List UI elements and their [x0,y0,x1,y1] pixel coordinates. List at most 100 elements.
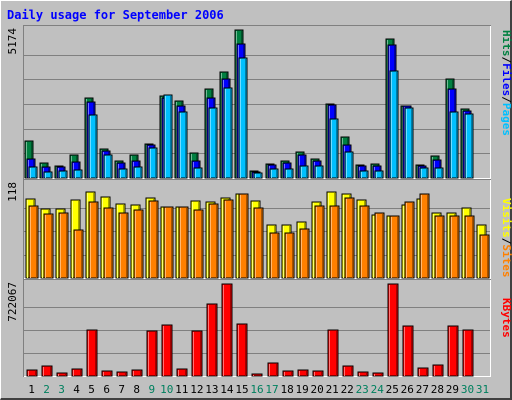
sites-bar [58,212,69,279]
sites-bar [374,212,385,279]
x-tick-label: 5 [88,383,95,396]
sites-bar [359,205,370,279]
x-axis-labels: 1 2 3 4 5 6 7 8 9 10 11 12 13 14 15 16 17 18 19 20 21 22 23 24 2… [28,383,489,396]
panel-middle: 118 Visits/Sites [6,179,512,279]
sites-bar [73,229,84,279]
kbytes-bar [56,372,68,377]
x-tick-label: 9 [148,383,155,396]
sites-bar [178,206,189,279]
sites-bar [253,207,264,279]
x-tick-label: 29 [446,383,459,396]
sites-bar [103,207,114,279]
sites-bar [284,232,295,279]
kbytes-bar [462,329,474,377]
kbytes-bar [327,329,339,377]
x-tick-label: 11 [175,383,188,396]
pages-bar [269,168,279,179]
kbytes-bar [221,283,233,377]
legend-separator: / [500,57,512,64]
panel-max-label: 722067 [6,282,19,322]
pages-bar [43,171,53,179]
kbytes-bar [146,330,158,377]
sites-bar [223,199,234,279]
pages-bar [28,166,38,179]
pages-bar [374,170,384,179]
kbytes-bar [101,370,113,377]
legend-files: Files [500,63,512,96]
x-tick-label: 13 [205,383,218,396]
kbytes-bar [41,365,53,377]
legend-separator: / [500,96,512,103]
x-tick-label: 20 [310,383,323,396]
pages-bar [58,170,68,179]
pages-bar [299,165,309,179]
pages-bar [118,168,128,179]
sites-bar [43,213,54,279]
kbytes-bar [206,303,218,377]
pages-bar [148,147,158,179]
x-tick-label: 16 [250,383,263,396]
series-kbytes [26,283,474,377]
legend-visits: Visits [500,198,512,238]
sites-bar [404,201,415,279]
kbytes-bar [267,362,279,377]
kbytes-bar [71,368,83,377]
pages-bar [449,111,459,179]
sites-bar [299,228,310,279]
kbytes-bar [86,329,98,377]
sites-bar [464,215,475,279]
pages-bar [314,165,324,179]
kbytes-bar [417,367,429,377]
pages-bar [133,166,143,179]
sites-bar [434,215,445,279]
x-tick-label: 7 [118,383,125,396]
pages-bar [464,113,474,179]
pages-bar [404,107,414,179]
pages-bar [193,167,203,179]
kbytes-bar [402,325,414,377]
legend-pages: Pages [500,103,512,136]
kbytes-bar [191,330,203,377]
x-tick-label: 14 [220,383,234,396]
pages-bar [344,151,354,179]
x-tick-label: 10 [160,383,173,396]
kbytes-bar [432,364,444,377]
kbytes-bar [251,373,263,377]
legend-hits: Hits [500,30,512,57]
kbytes-bar [387,283,399,377]
kbytes-bar [176,368,188,377]
x-tick-label: 18 [280,383,293,396]
x-tick-label: 4 [73,383,80,396]
panel-max-label: 5174 [6,28,19,55]
pages-bar [434,167,444,179]
pages-bar [208,107,218,179]
x-tick-label: 22 [341,383,354,396]
kbytes-bar [26,369,38,377]
x-tick-label: 30 [461,383,474,396]
pages-bar [103,154,113,179]
sites-bar [208,203,219,279]
x-tick-label: 27 [416,383,429,396]
legend-bottom: KBytes [500,298,512,338]
x-tick-label: 24 [371,383,385,396]
kbytes-bar [236,323,248,377]
kbytes-bar [297,369,309,377]
x-tick-label: 28 [431,383,444,396]
x-tick-label: 2 [43,383,50,396]
kbytes-bar [372,372,384,377]
x-tick-label: 17 [265,383,278,396]
pages-bar [359,170,369,179]
sites-bar [329,205,340,279]
legend-sites: Sites [500,244,512,277]
x-tick-label: 23 [356,383,369,396]
x-tick-label: 8 [133,383,140,396]
legend-kbytes: KBytes [500,298,512,338]
panel-bottom: 722067 KBytes [6,279,512,377]
kbytes-bar [312,370,324,377]
kbytes-bar [447,325,459,377]
x-tick-label: 15 [235,383,248,396]
x-tick-label: 26 [401,383,414,396]
kbytes-bar [357,371,369,377]
sites-bar [163,206,174,279]
